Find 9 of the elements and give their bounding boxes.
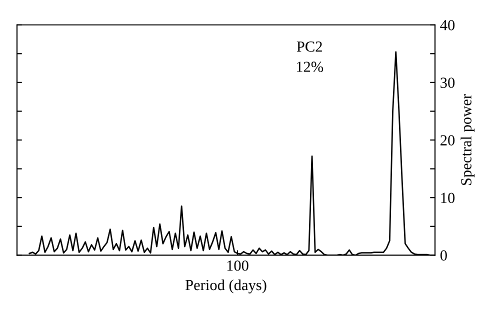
y-tick-label: 0 bbox=[440, 250, 447, 261]
x-tick-label: 100 bbox=[227, 260, 248, 271]
y-tick-label: 30 bbox=[440, 78, 455, 88]
y-tick-label: 40 bbox=[440, 20, 455, 30]
annotation: PC2 12% bbox=[296, 41, 324, 72]
y-tick-label: 20 bbox=[440, 135, 455, 146]
y-tick-label: 10 bbox=[441, 192, 455, 204]
y-axis-title: Spectral power bbox=[460, 94, 475, 186]
x-axis-title: Period (days) bbox=[185, 279, 266, 294]
